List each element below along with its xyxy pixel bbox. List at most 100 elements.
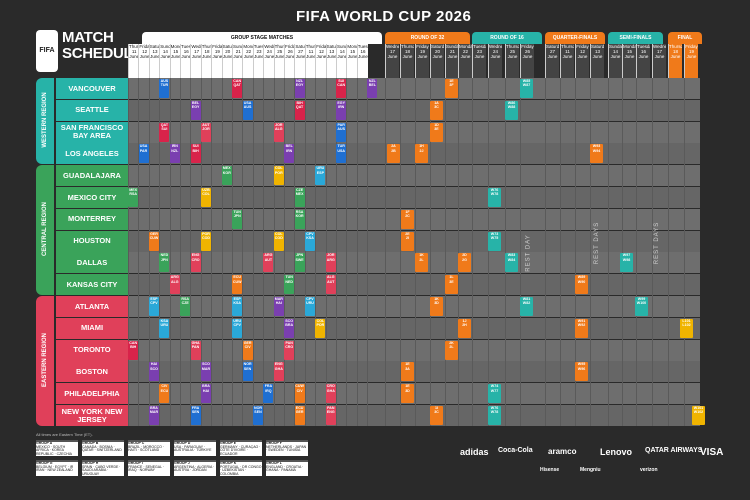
match-cell: RSA CZE [180,297,191,316]
match-cell: AUT JOR [201,122,211,142]
match-cell: HAI SCO [149,362,159,382]
match-cell: COL POR [273,166,284,186]
day-header: Tuesday 16 June [356,44,369,78]
city-name: MONTERREY [56,208,128,230]
sponsor-logo: Lenovo [600,447,633,457]
city-name: KANSAS CITY [56,274,128,296]
grid-line [590,78,591,426]
match-cell: NZL EGY [294,79,305,98]
grid-line [608,78,609,426]
match-cell: MEX RSA [128,188,139,207]
city-cells [128,78,700,99]
page-title: FIFA WORLD CUP 2026 [296,8,472,25]
city-row: VANCOUVER [56,78,700,100]
day-header: Sunday 21 June [445,44,459,78]
day-header: Friday 19 June [211,44,223,78]
day-header: Monday 22 June [242,44,254,78]
day-header: Friday 19 June [415,44,429,78]
region-label: CENTRAL REGION [42,202,48,257]
knockout-match-cell: W93 W94 [590,144,603,164]
match-cell: KSA URU [159,318,170,338]
knockout-match-cell: W97 W98 [620,253,633,273]
region-label: EASTERN REGION [42,332,48,387]
grid-line [400,78,401,426]
knockout-match-cell: W76 W78 [488,406,501,425]
day-header: Monday 15 June [169,44,181,78]
city-cells [128,121,700,143]
match-cell: FRA IRQ [263,384,274,404]
group-label: GROUP J [174,461,190,465]
group-label: GROUP C [128,441,145,445]
city-row: LOS ANGELES [56,143,700,165]
city-cells [128,339,700,361]
group-label: GROUP F [266,441,282,445]
match-cell: CZE MEX [294,188,305,207]
group-box: GROUP J ARGENTINA · ALGERIA · AUSTRIA · J… [174,460,216,476]
grid-line [284,78,285,426]
stage-tab: FINAL [668,32,702,44]
match-cell: ARG ALG [169,275,180,295]
knockout-match-cell: 1I 3C [430,406,443,425]
grid-line [138,78,140,426]
sponsor-logo: aramco [548,447,577,456]
knockout-match-cell: 2A 2B [387,144,400,164]
day-header: Thursday 25 June [505,44,519,78]
match-cell: SUI CAN [336,79,347,98]
day-header: Friday 12 June [138,44,150,78]
match-cell: BRA MAR [149,406,159,425]
day-header: Saturday 20 June [430,44,444,78]
day-header: Saturday 13 June [148,44,161,78]
day-header: Friday 19 June [684,44,698,78]
stage-tab: ROUND OF 16 [472,32,542,44]
city-cells [128,317,700,339]
group-teams: BRAZIL · MOROCCO · HAITI · SCOTLAND [128,444,165,453]
knockout-match-cell: W101 W102 [692,406,705,425]
city-row: ATLANTA [56,296,700,318]
knockout-match-cell: W81 W82 [520,297,533,316]
match-cell: ECU CUW [232,275,243,295]
grid-line [304,78,306,426]
knockout-match-cell: W99 W100 [635,297,648,316]
city-name: LOS ANGELES [56,143,128,165]
stage-tab: QUARTER-FINALS [545,32,605,44]
city-cells [128,361,700,383]
city-cells [128,383,700,405]
match-cell: USA PAR [138,144,149,164]
sponsor-logo: Coca-Cola [498,447,533,454]
city-cells [128,405,700,426]
day-header: Thursday 11 June [128,44,140,78]
group-teams: GERMANY · CURAÇAO · CÔTE D'IVOIRE · ECUA… [220,444,261,456]
city-name: SAN FRANCISCO BAY AREA [56,121,128,143]
city-name: BOSTON [56,361,128,383]
match-cell: JOR ARG [325,253,336,273]
region-label: WESTERN REGION [42,92,48,148]
footnote: All times are Eastern Time (ET). [36,432,93,437]
city-name: MEXICO CITY [56,187,128,208]
region-band [36,165,54,295]
grid-line [159,78,161,426]
match-cell: PAN ENG [325,406,336,425]
day-header: Tuesday 23 June [252,44,265,78]
city-name: SEATTLE [56,99,128,121]
grid-line [273,78,275,426]
day-header: Monday 15 June [622,44,636,78]
knockout-match-cell: W83 W84 [505,253,518,273]
group-teams: NETHERLANDS · JAPAN · SWEDEN · TUNISIA [266,444,307,453]
day-header: Saturday 27 June [294,44,306,78]
match-cell: GER CIV [242,340,253,360]
city-cells [128,99,700,121]
day-header: Wednesday 17 June [385,44,399,78]
match-cell: CIV ECU [159,384,170,404]
grid-line [520,78,521,426]
grid-line [622,78,623,426]
grid-line [252,78,254,426]
group-label: GROUP D [174,441,191,445]
knockout-match-cell: 1A 3C [430,100,443,120]
rest-day-label: REST DAY [525,234,532,272]
city-cells [128,230,700,252]
group-teams: SPAIN · CABO VERDE · SAUDI ARABIA · URUG… [82,464,121,476]
match-cell: TUN JPN [232,209,243,229]
grid-line [180,78,181,426]
day-header: Friday 26 June [520,44,534,78]
